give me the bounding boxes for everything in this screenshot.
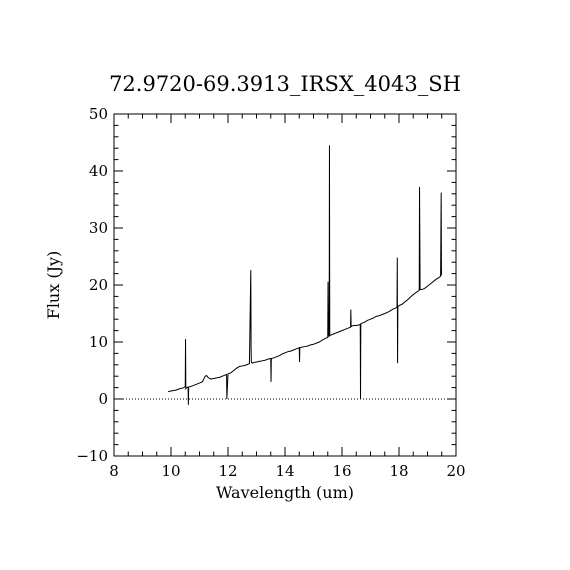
x-axis-label: Wavelength (um) xyxy=(216,483,354,502)
x-tick-label: 12 xyxy=(218,462,237,480)
chart-title: 72.9720-69.3913_IRSX_4043_SH xyxy=(109,72,461,96)
x-tick-label: 20 xyxy=(446,462,465,480)
plot-area: 8 10 12 14 16 18 20 −10 0 10 20 30 40 50 xyxy=(76,105,465,480)
x-tick-label: 10 xyxy=(161,462,180,480)
y-tick-label: 30 xyxy=(89,219,108,237)
x-tick-label: 8 xyxy=(109,462,119,480)
x-tick-label: 16 xyxy=(332,462,351,480)
x-tick-label: 18 xyxy=(389,462,408,480)
spectrum-line xyxy=(168,145,443,405)
y-axis-label: Flux (Jy) xyxy=(44,251,63,320)
y-tick-label: 50 xyxy=(89,105,108,123)
y-tick-label: 20 xyxy=(89,276,108,294)
y-tick-label: 0 xyxy=(98,390,108,408)
y-tick-label: 10 xyxy=(89,333,108,351)
x-tick-label: 14 xyxy=(275,462,294,480)
y-tick-label: −10 xyxy=(76,447,108,465)
y-tick-label: 40 xyxy=(89,162,108,180)
